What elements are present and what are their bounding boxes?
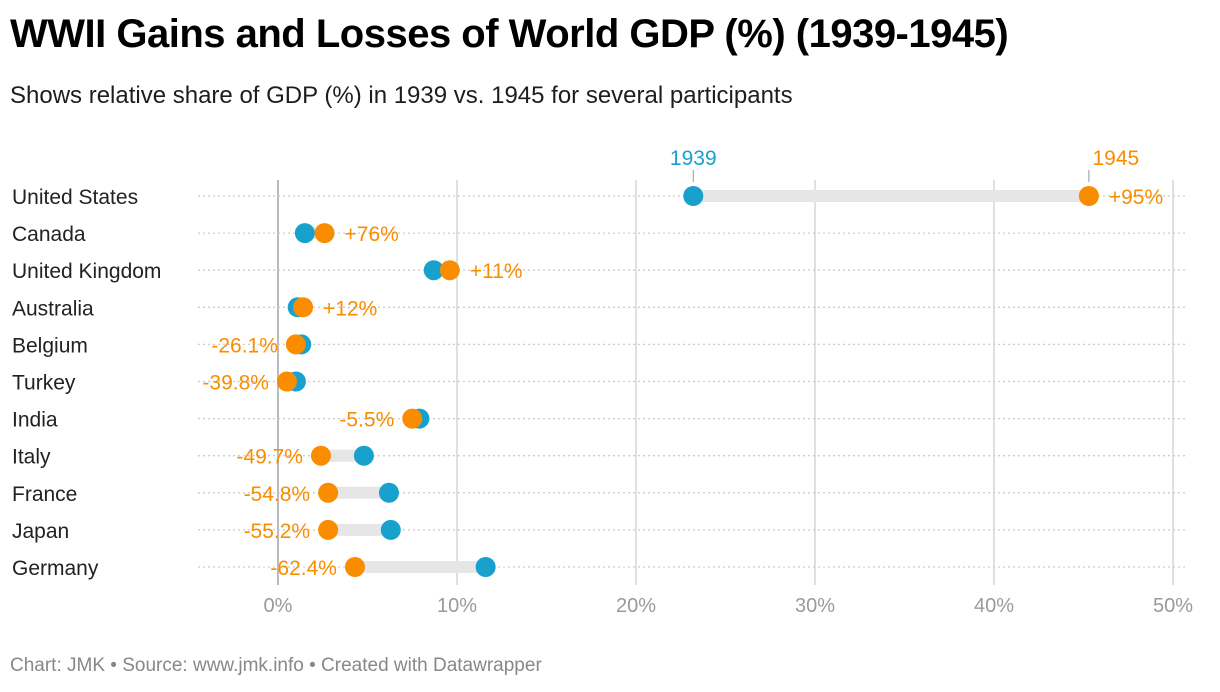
dot-1939 bbox=[378, 482, 399, 503]
dot-1945 bbox=[344, 557, 365, 577]
x-tick-label: 20% bbox=[616, 595, 656, 617]
dot-1945 bbox=[314, 223, 335, 244]
legend-label-1939: 1939 bbox=[670, 147, 717, 170]
dot-1939 bbox=[380, 519, 401, 540]
legend-label-1945: 1945 bbox=[1093, 147, 1140, 170]
change-label: +12% bbox=[323, 297, 377, 320]
chart-subtitle: Shows relative share of GDP (%) in 1939 … bbox=[10, 82, 793, 109]
change-label: -5.5% bbox=[339, 409, 394, 432]
dot-1945 bbox=[285, 334, 306, 355]
dot-1945 bbox=[1078, 186, 1099, 206]
row-label: Canada bbox=[12, 223, 86, 246]
row-label: Japan bbox=[12, 520, 69, 543]
change-label: +95% bbox=[1109, 186, 1163, 209]
row-label: Belgium bbox=[12, 334, 88, 357]
change-label: -49.7% bbox=[236, 446, 303, 469]
change-label: +11% bbox=[470, 260, 523, 283]
x-tick-label: 40% bbox=[974, 595, 1014, 617]
change-label: +76% bbox=[345, 223, 399, 246]
row-label: Italy bbox=[12, 446, 51, 469]
dot-1945 bbox=[293, 297, 314, 318]
chart-footer: Chart: JMK • Source: www.jmk.info • Crea… bbox=[10, 655, 542, 676]
dot-1945 bbox=[276, 371, 297, 392]
change-label: -62.4% bbox=[270, 557, 337, 580]
row-label: France bbox=[12, 483, 77, 506]
dot-1939 bbox=[294, 223, 315, 244]
dot-1939 bbox=[353, 445, 374, 466]
dot-1945 bbox=[318, 482, 339, 503]
row-label: Australia bbox=[12, 297, 94, 320]
row-label: India bbox=[12, 409, 58, 432]
chart-title: WWII Gains and Losses of World GDP (%) (… bbox=[10, 12, 1009, 56]
dot-1939 bbox=[475, 557, 496, 577]
row-label: United Kingdom bbox=[12, 260, 161, 283]
dot-1945 bbox=[318, 519, 339, 540]
change-label: -39.8% bbox=[202, 372, 269, 395]
x-tick-label: 50% bbox=[1153, 595, 1193, 617]
dot-1939 bbox=[683, 186, 704, 206]
x-tick-label: 10% bbox=[437, 595, 477, 617]
x-tick-label: 0% bbox=[264, 595, 293, 617]
dot-1945 bbox=[439, 260, 460, 281]
dot-1939 bbox=[423, 260, 444, 281]
row-label: Turkey bbox=[12, 372, 76, 395]
change-label: -26.1% bbox=[211, 334, 278, 357]
dot-1945 bbox=[402, 408, 423, 429]
row-label: United States bbox=[12, 186, 138, 209]
change-label: -54.8% bbox=[244, 483, 311, 506]
x-tick-label: 30% bbox=[795, 595, 835, 617]
change-label: -55.2% bbox=[244, 520, 311, 543]
row-label: Germany bbox=[12, 557, 99, 580]
dot-1945 bbox=[310, 445, 331, 466]
